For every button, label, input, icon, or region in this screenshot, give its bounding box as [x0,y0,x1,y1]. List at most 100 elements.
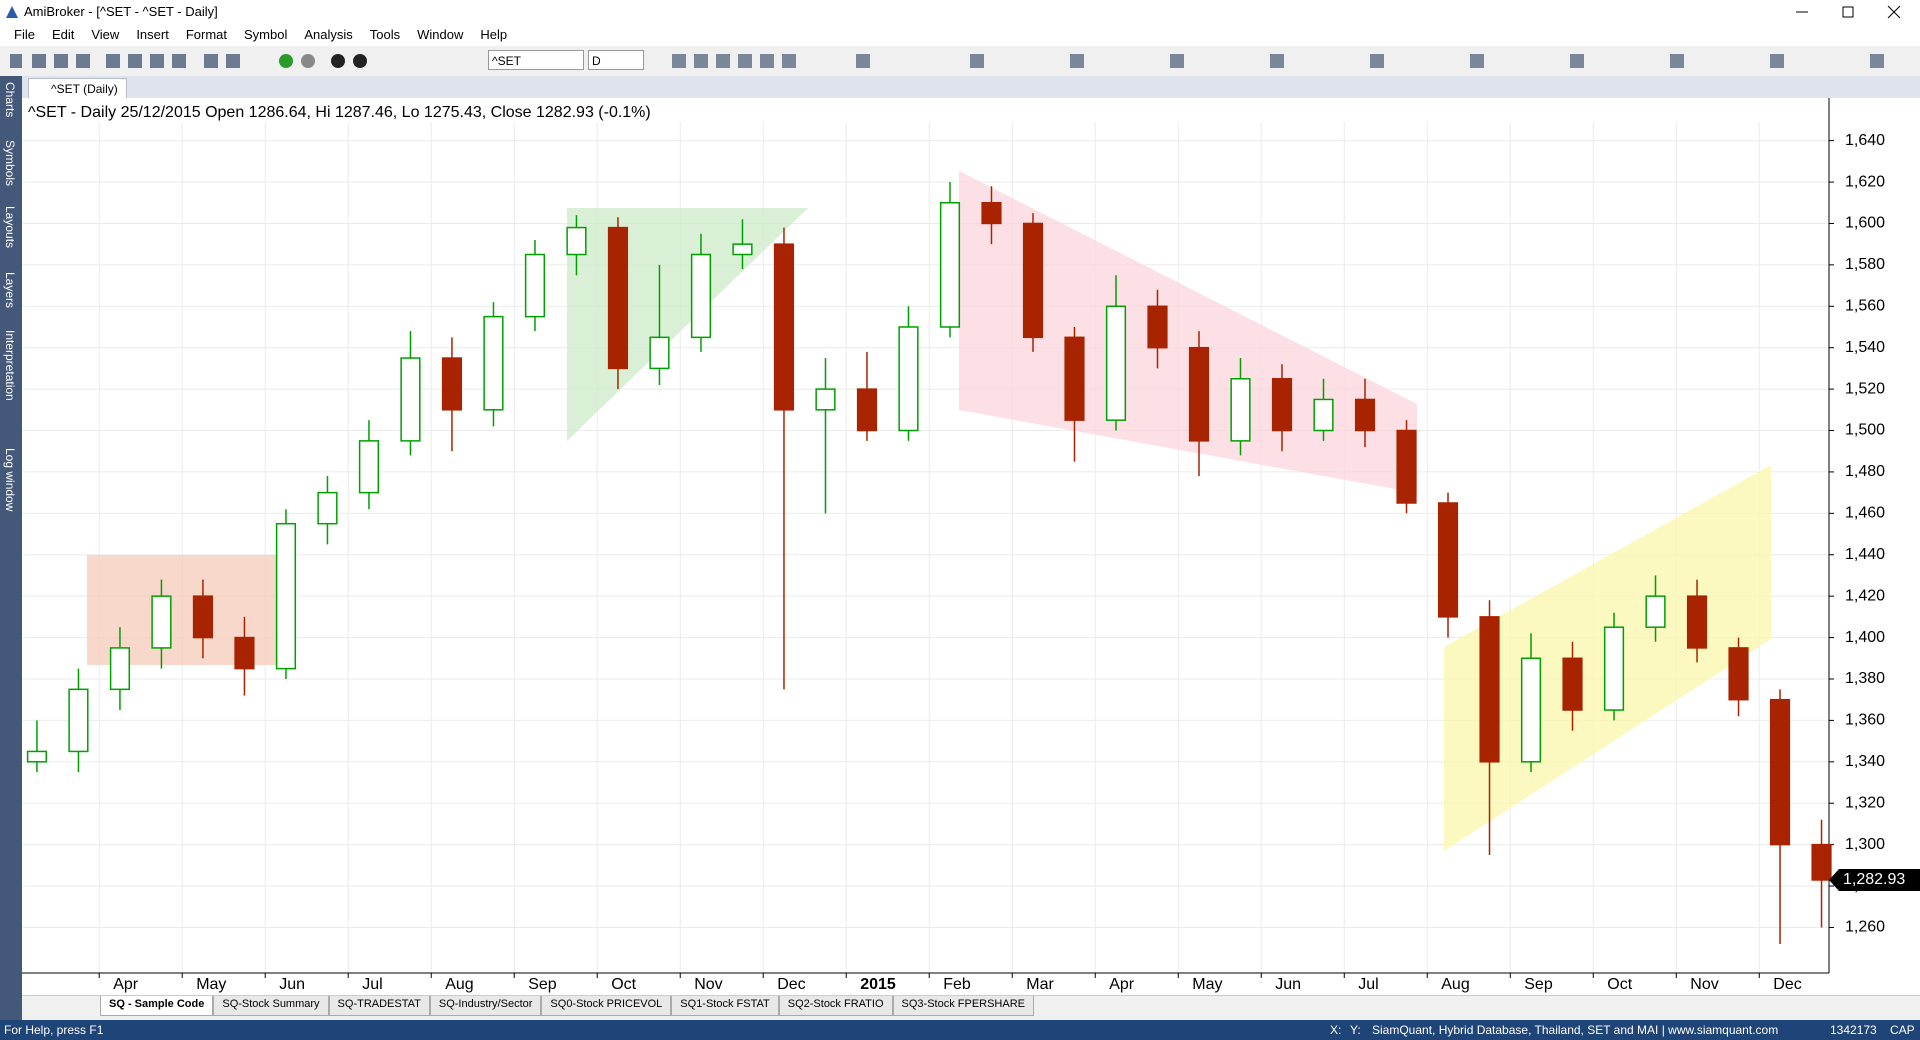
candle-body [1769,698,1791,846]
sheet-tab[interactable]: SQ-Stock Summary [213,996,329,1016]
sheet-tab[interactable]: SQ1-Stock FSTAT [671,996,779,1016]
candle-body [607,226,629,370]
x-tick-label: May [1192,976,1222,993]
window-title: AmiBroker - [^SET - ^SET - Daily] [24,4,218,19]
menu-item[interactable]: Format [185,27,227,42]
menu-bar: File Edit View Insert Format Symbol Analysis To… [0,24,1920,46]
candle-body [1105,305,1127,421]
candle-body [981,202,1002,225]
candle-body [1645,595,1666,628]
last-price-label: 1,282.93 [1843,871,1905,888]
x-tick-label: Sep [528,976,557,993]
window-controls[interactable] [1780,0,1920,24]
menu-item[interactable]: Insert [136,27,169,42]
sheet-tab[interactable]: SQ3-Stock FPERSHARE [892,996,1034,1016]
toolbar-icons-right[interactable] [670,52,1910,70]
side-tab[interactable]: Interpretation [3,330,17,402]
x-tick-label: Jun [1275,976,1301,993]
candle-body [1313,398,1334,432]
y-tick-label: 1,600 [1845,215,1885,232]
candle-body [815,388,836,411]
status-memory: 1342173 [1830,1023,1877,1037]
status-help: For Help, press F1 [4,1023,104,1037]
x-tick-label: Mar [1026,976,1054,993]
y-tick-label: 1,360 [1845,712,1885,729]
side-tab[interactable]: Symbols [3,140,17,187]
candle-body [1354,398,1376,432]
candle-body [898,326,919,432]
candle-body [1147,305,1168,349]
candle-body [856,388,878,432]
y-tick-label: 1,320 [1845,794,1885,811]
candle-body [939,202,961,328]
x-tick-label: 2015 [860,976,896,993]
toolbar: ^SET D [0,46,1920,77]
x-tick-label: Oct [1607,976,1632,993]
sheet-tab[interactable]: SQ2-Stock FRATIO [778,996,893,1016]
status-cap: CAP [1890,1023,1915,1037]
chart-title: ^SET - Daily 25/12/2015 Open 1286.64, Hi… [28,104,651,121]
y-tick-label: 1,540 [1845,339,1885,356]
menu-item[interactable]: Analysis [304,27,353,42]
interval-combo[interactable]: D [588,50,644,70]
chart-tab[interactable]: ^SET (Daily) [28,78,127,99]
y-tick-label: 1,480 [1845,463,1885,480]
status-info: SiamQuant, Hybrid Database, Thailand, SE… [1372,1023,1779,1037]
candle-body [773,243,795,411]
candle-body [1686,595,1708,649]
candle-body [1271,377,1293,432]
candle-body [1230,377,1251,442]
symbol-combo[interactable]: ^SET [488,50,584,70]
chart: ^SET - Daily 25/12/2015 Open 1286.64, Hi… [22,98,1920,995]
menu-item[interactable]: Edit [51,27,75,42]
y-tick-label: 1,420 [1845,587,1885,604]
candle-body [317,491,338,525]
sheet-tab[interactable]: SQ0-Stock PRICEVOL [541,996,672,1016]
candle-body [1728,647,1749,701]
y-tick-label: 1,500 [1845,422,1885,439]
y-tick-label: 1,460 [1845,505,1885,522]
y-tick-label: 1,340 [1845,753,1885,770]
sheet-tab[interactable]: SQ-TRADESTAT [328,996,430,1016]
side-tab[interactable]: Layers [3,272,17,309]
x-tick-label: Dec [777,976,805,993]
candle-body [358,440,380,494]
x-tick-label: Aug [1441,976,1469,993]
app-icon [6,6,18,18]
menu-item[interactable]: Tools [369,27,401,42]
sheet-tab[interactable]: SQ - Sample Code [100,996,214,1016]
status-x: X: [1330,1023,1342,1037]
menu-item[interactable]: Window [417,27,464,42]
x-tick-label: Nov [1690,976,1718,993]
title-bar: AmiBroker - [^SET - ^SET - Daily] [0,0,1920,24]
x-tick-label: Jul [362,976,382,993]
candle-body [1811,843,1832,881]
y-tick-label: 1,440 [1845,546,1885,563]
sheet-tab[interactable]: SQ-Industry/Sector [429,996,542,1016]
side-tab[interactable]: Charts [3,82,17,118]
y-tick-label: 1,520 [1845,380,1885,397]
side-tab[interactable]: Log window [3,448,17,512]
candle-body [109,647,131,691]
range-box [87,555,283,665]
x-tick-label: Feb [943,976,971,993]
y-tick-label: 1,380 [1845,670,1885,687]
candle-body [151,595,172,649]
candle-body [68,688,89,753]
candle-body [1562,657,1583,711]
toolbar-icons[interactable] [8,52,478,70]
candle-body [524,253,546,318]
menu-item[interactable]: Symbol [244,27,288,42]
x-tick-label: Aug [445,976,473,993]
x-tick-label: Apr [113,976,139,993]
x-tick-label: Nov [694,976,722,993]
menu-item[interactable]: Help [480,27,508,42]
candle-body [441,357,463,411]
candle-body [1603,626,1625,711]
menu-item[interactable]: File [14,27,35,42]
side-tab[interactable]: Layouts [3,206,17,249]
candle-body [1064,336,1085,421]
menu-item[interactable]: View [91,27,120,42]
y-tick-label: 1,580 [1845,256,1885,273]
candle-body [483,315,504,411]
